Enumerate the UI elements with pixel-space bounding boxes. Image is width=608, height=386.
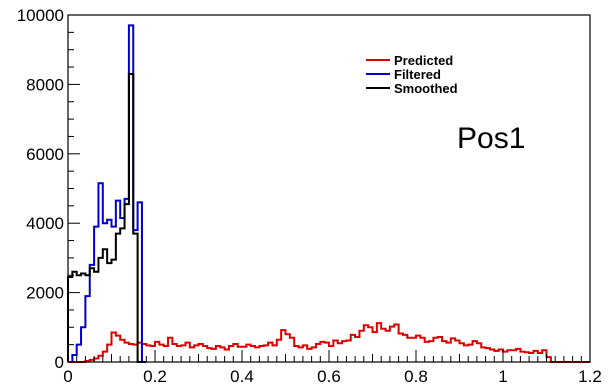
x-tick-label: 0.2 <box>143 367 167 386</box>
y-tick-label: 8000 <box>26 75 64 94</box>
y-tick-label: 0 <box>55 353 64 372</box>
y-axis: 0 2000 4000 6000 8000 10000 <box>17 6 80 372</box>
pos-annotation: Pos1 <box>457 122 525 155</box>
x-tick-label: 0.4 <box>230 367 254 386</box>
x-tick-label: 0.6 <box>317 367 341 386</box>
x-tick-label: 0.8 <box>404 367 428 386</box>
x-tick-label: 1.2 <box>578 367 602 386</box>
legend-label: Predicted <box>394 53 453 68</box>
plot-frame <box>67 14 591 363</box>
series-smoothed <box>67 72 142 363</box>
series-filtered <box>71 24 147 363</box>
series-predicted <box>68 322 590 363</box>
x-tick-label: 0 <box>63 367 72 386</box>
y-tick-label: 10000 <box>17 6 64 25</box>
x-tick-label: 1 <box>498 367 507 386</box>
y-tick-label: 4000 <box>26 214 64 233</box>
y-tick-label: 6000 <box>26 145 64 164</box>
x-axis: 0 0.2 0.4 0.6 0.8 1 1.2 <box>63 350 602 386</box>
y-tick-label: 2000 <box>26 284 64 303</box>
legend-label: Filtered <box>394 67 441 82</box>
plot-area <box>67 24 590 363</box>
legend-label: Smoothed <box>394 81 458 96</box>
